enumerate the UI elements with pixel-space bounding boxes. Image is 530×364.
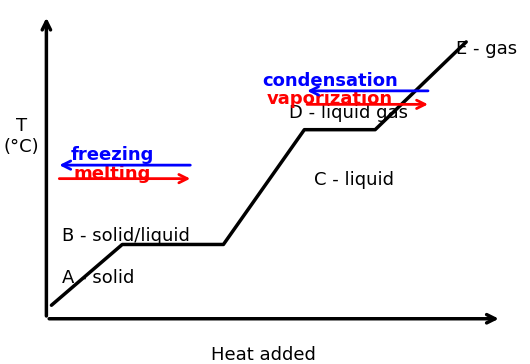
Text: vaporization: vaporization: [267, 90, 393, 108]
Text: E - gas: E - gas: [456, 40, 517, 58]
Text: A - solid: A - solid: [61, 269, 134, 287]
Text: Heat added: Heat added: [211, 346, 316, 364]
Text: D - liquid gas: D - liquid gas: [289, 104, 408, 122]
Text: B - solid/liquid: B - solid/liquid: [61, 227, 189, 245]
Text: freezing: freezing: [70, 146, 154, 164]
Text: C - liquid: C - liquid: [314, 171, 394, 189]
Text: melting: melting: [74, 165, 151, 183]
Text: T
(°C): T (°C): [3, 117, 39, 156]
Text: condensation: condensation: [262, 72, 398, 90]
